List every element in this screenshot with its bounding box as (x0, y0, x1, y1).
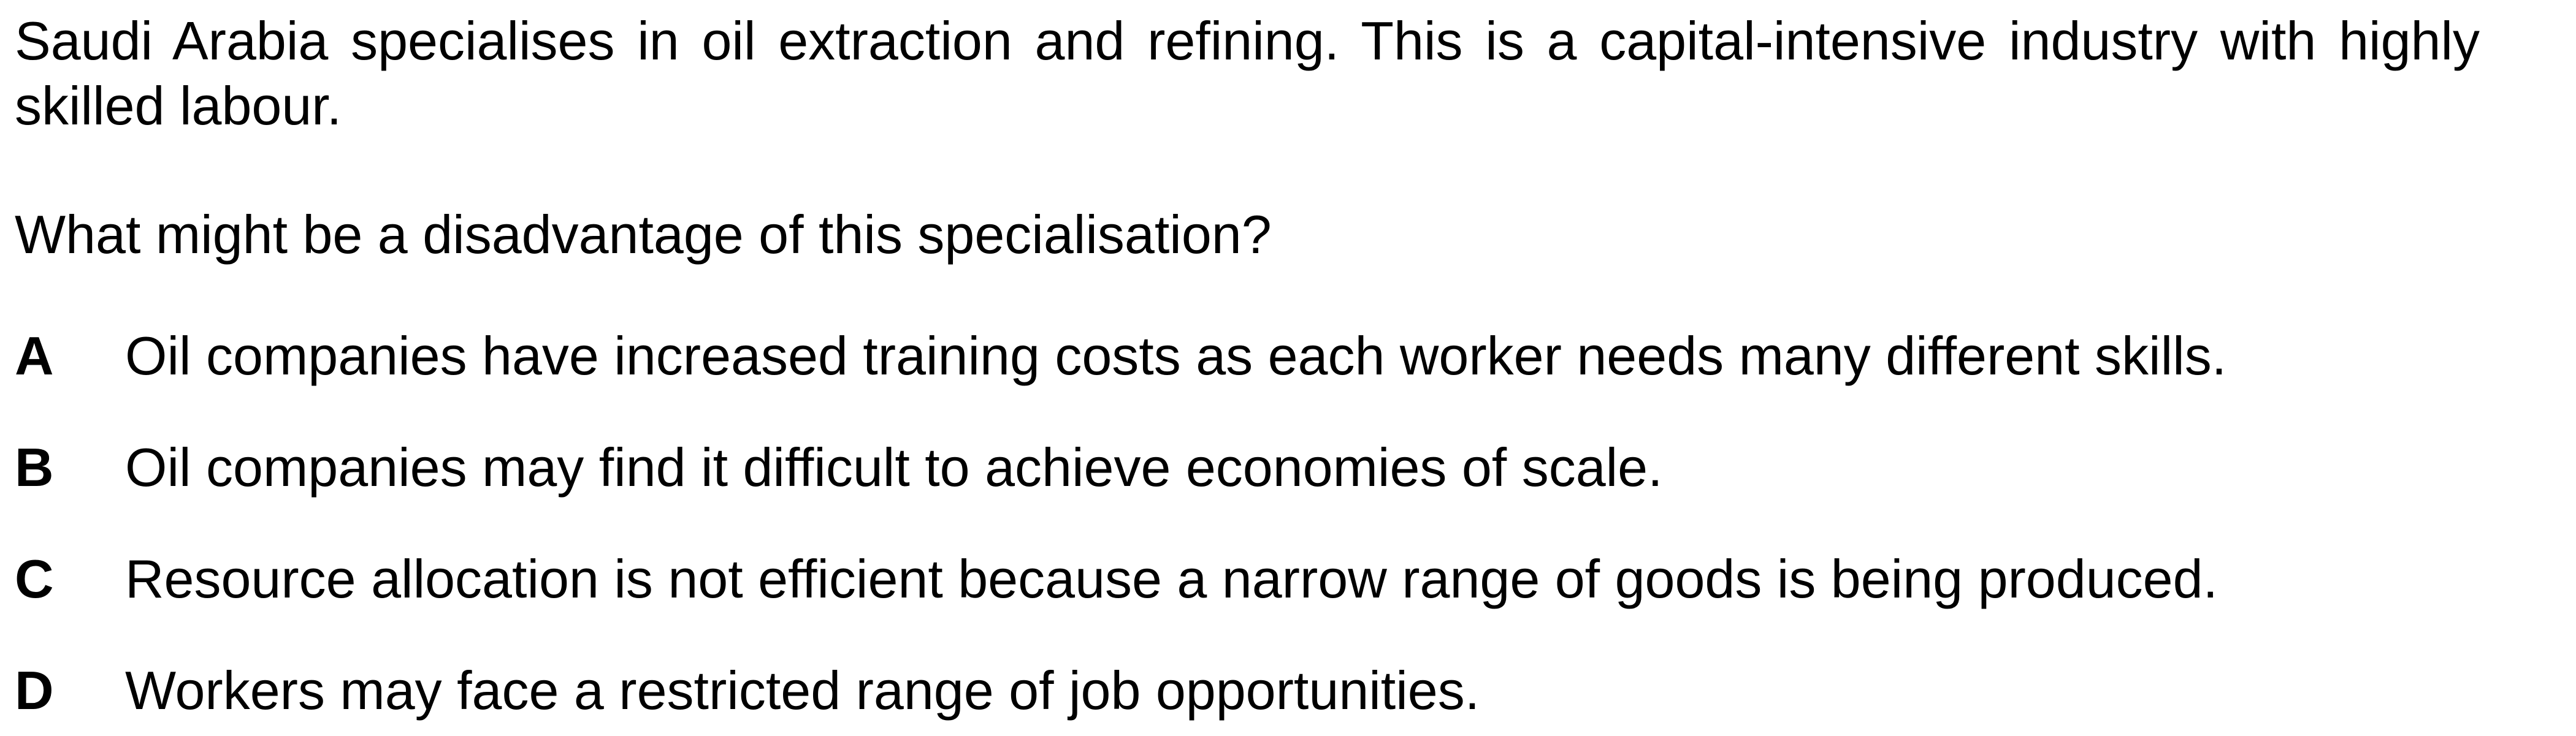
option-text: Oil companies may find it difficult to a… (125, 437, 1663, 498)
option-letter: A (15, 325, 54, 386)
option-text: Workers may face a restricted range of j… (125, 660, 1480, 721)
option-d[interactable]: D Workers may face a restricted range of… (15, 658, 2467, 723)
option-b[interactable]: B Oil companies may find it difficult to… (15, 435, 2467, 500)
option-c[interactable]: C Resource allocation is not efficient b… (15, 547, 2467, 612)
option-text: Oil companies have increased training co… (125, 325, 2227, 386)
question-page: Saudi Arabia specialises in oil extracti… (15, 0, 2480, 721)
option-letter: D (15, 660, 54, 721)
option-letter: B (15, 437, 54, 498)
question-stem: Saudi Arabia specialises in oil extracti… (15, 10, 2480, 136)
option-text: Resource allocation is not efficient bec… (125, 548, 2218, 609)
option-a[interactable]: A Oil companies have increased training … (15, 324, 2467, 389)
option-letter: C (15, 548, 54, 609)
question-prompt: What might be a disadvantage of this spe… (15, 204, 1272, 265)
